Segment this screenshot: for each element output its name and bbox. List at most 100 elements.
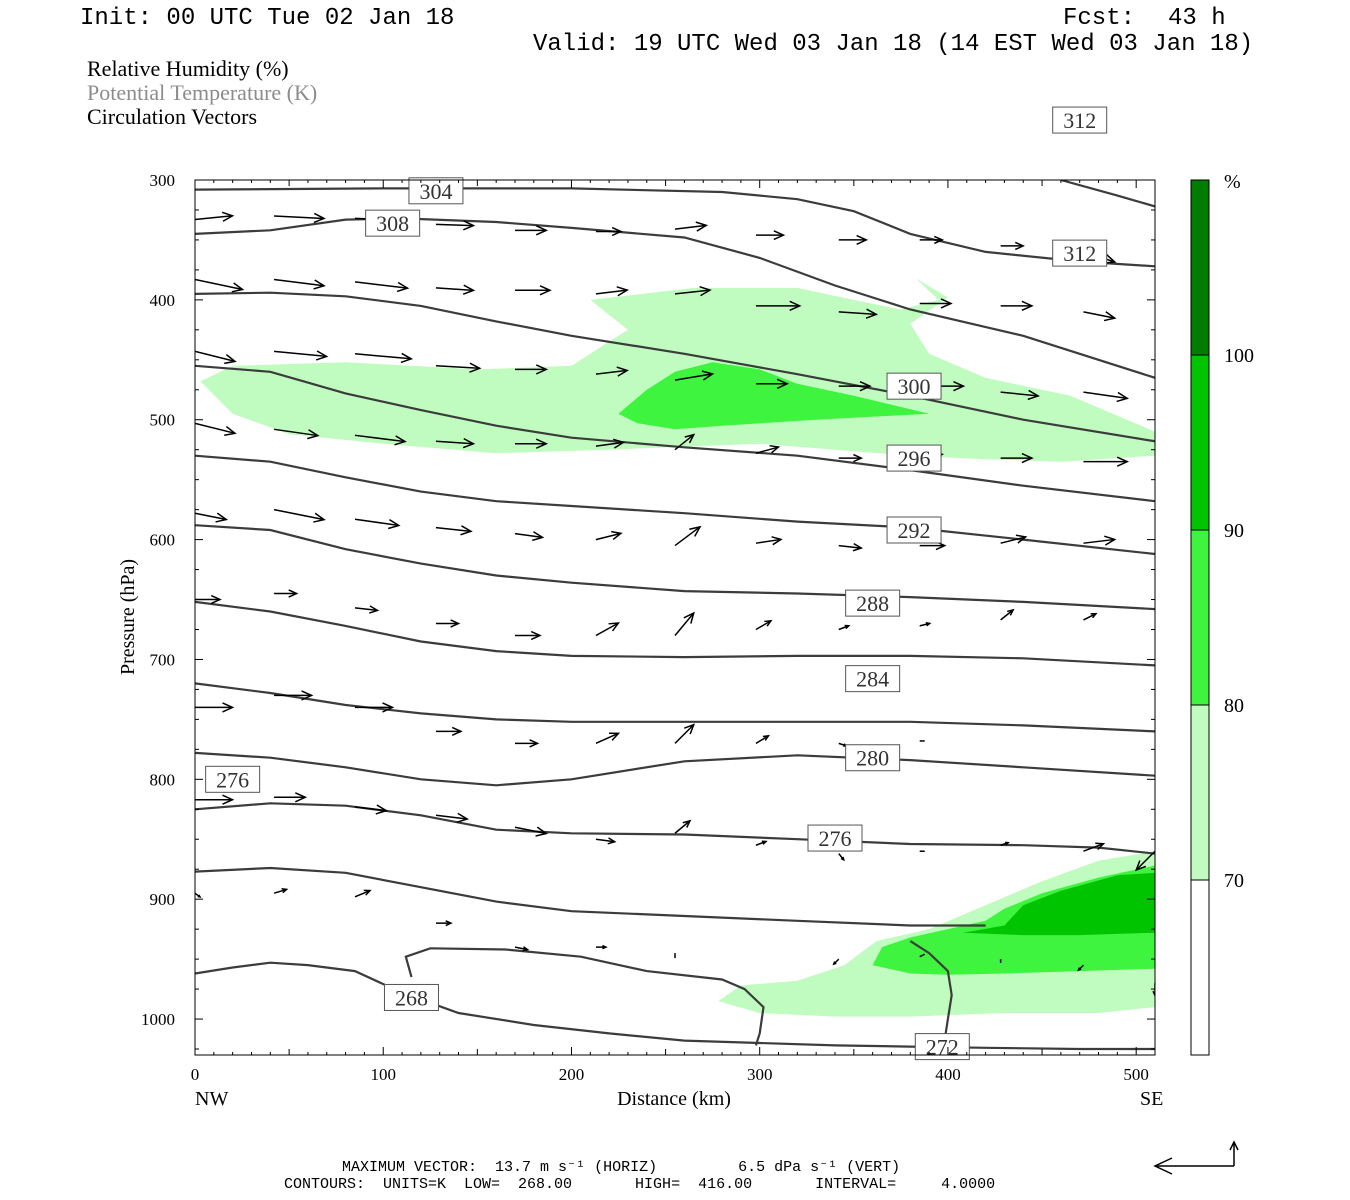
vector-head — [1015, 534, 1028, 544]
theta-contour-304 — [195, 291, 1155, 443]
vector-shaft — [1000, 609, 1014, 621]
contour-label-288: 288 — [856, 591, 889, 616]
circulation-vector — [354, 281, 410, 293]
circulation-vector — [354, 352, 414, 364]
vector-head — [684, 433, 696, 444]
vector-head — [769, 444, 781, 454]
vector-head — [535, 364, 549, 375]
vector-shaft — [674, 526, 701, 547]
circulation-vector — [354, 518, 401, 530]
contour-label-280: 280 — [856, 746, 889, 771]
x-tick-label: 300 — [747, 1065, 773, 1084]
y-tick-label: 600 — [150, 531, 176, 550]
x-tick-label: 400 — [935, 1065, 961, 1084]
vector-shaft — [595, 441, 624, 447]
colorbar-segment — [1190, 704, 1210, 881]
circulation-vector — [515, 225, 549, 236]
circulation-vector — [514, 826, 549, 837]
circulation-vector — [674, 221, 709, 232]
vector-shaft — [514, 826, 547, 835]
vector-head — [953, 380, 966, 392]
vector-shaft — [1083, 612, 1097, 621]
vector-head — [224, 354, 237, 365]
vector-head — [313, 279, 326, 290]
vector-head — [683, 611, 695, 624]
circulation-vector — [1000, 608, 1015, 621]
vector-head — [463, 220, 476, 231]
vector-head — [382, 702, 395, 713]
theta-contour-284 — [195, 682, 1155, 733]
circulation-vector — [273, 888, 289, 894]
vector-head — [224, 425, 237, 437]
vector-shaft — [595, 838, 615, 843]
theta-contour-296 — [195, 454, 1155, 556]
contour-label-box — [408, 177, 464, 205]
vector-shaft — [674, 289, 711, 295]
vector-head — [940, 298, 953, 309]
circulation-vector — [595, 944, 608, 950]
circulation-vector — [1134, 850, 1155, 872]
vector-head — [210, 594, 222, 605]
theta-contour-276 — [195, 866, 986, 927]
circulation-vector — [515, 630, 542, 641]
contour-label-layer: 268 272 276 276 280 284 288 292 296 300 304 308 312 3… — [205, 106, 1108, 1061]
contour-label-284: 284 — [856, 667, 889, 692]
contour-label-300: 300 — [898, 374, 931, 399]
circulation-vector — [273, 350, 329, 361]
vector-head — [535, 438, 549, 449]
vector-head — [394, 435, 407, 446]
vector-head — [456, 812, 470, 824]
vector-head — [222, 794, 235, 805]
circulation-vector — [838, 308, 879, 319]
vector-head — [1014, 241, 1025, 251]
vector-head — [761, 840, 768, 845]
circulation-vector — [838, 543, 864, 552]
axis-layer: 300 400 500 600 700 800 900 1000 0 100 200 300 400 50… — [141, 171, 1156, 1084]
contour-label-box — [886, 516, 942, 544]
contour-label-box — [1052, 239, 1108, 267]
vector-head — [450, 619, 461, 628]
circulation-vector — [755, 300, 802, 312]
contour-label-box — [845, 665, 901, 693]
circulation-vector — [435, 812, 470, 824]
circulation-vector — [355, 702, 395, 713]
vector-head — [613, 438, 626, 449]
vector-shaft — [354, 353, 412, 360]
circulation-vector — [1077, 964, 1085, 972]
circulation-vector — [195, 892, 202, 899]
theta-contour-312 — [195, 187, 1155, 268]
reference-vector-icon — [1153, 1140, 1239, 1175]
vector-shaft — [1000, 536, 1026, 544]
vector-head — [682, 819, 692, 828]
legend-potential-temperature: Potential Temperature (K) — [87, 80, 318, 105]
circulation-vector — [1083, 391, 1130, 403]
vector-head — [1090, 612, 1098, 619]
circulation-vector — [838, 453, 864, 463]
circulation-vector — [755, 536, 783, 546]
vector-head — [1095, 842, 1106, 851]
vector-head — [363, 889, 372, 896]
circulation-vector — [674, 819, 692, 834]
contour-label-312: 312 — [1063, 108, 1096, 133]
circulation-vector — [674, 723, 696, 744]
vector-shaft — [838, 544, 862, 549]
circulation-vector — [354, 804, 389, 815]
circulation-vector — [755, 444, 781, 455]
vector-shaft — [919, 953, 926, 958]
circulation-vector — [195, 794, 235, 805]
vector-head — [689, 525, 702, 537]
contour-label-box — [205, 765, 261, 793]
contour-label-296: 296 — [898, 446, 931, 471]
vector-shaft — [354, 434, 406, 443]
circulation-vector — [273, 278, 326, 290]
vector-head — [608, 622, 621, 632]
contour-label-box — [886, 372, 942, 400]
contour-label-276: 276 — [216, 767, 249, 792]
theta-contour-280 — [195, 751, 1155, 787]
rh-region-90 — [963, 872, 1155, 936]
vector-head — [602, 944, 608, 950]
theta-contour-288 — [195, 600, 1155, 667]
circulation-vector — [435, 362, 482, 373]
vector-shaft — [1135, 850, 1155, 871]
